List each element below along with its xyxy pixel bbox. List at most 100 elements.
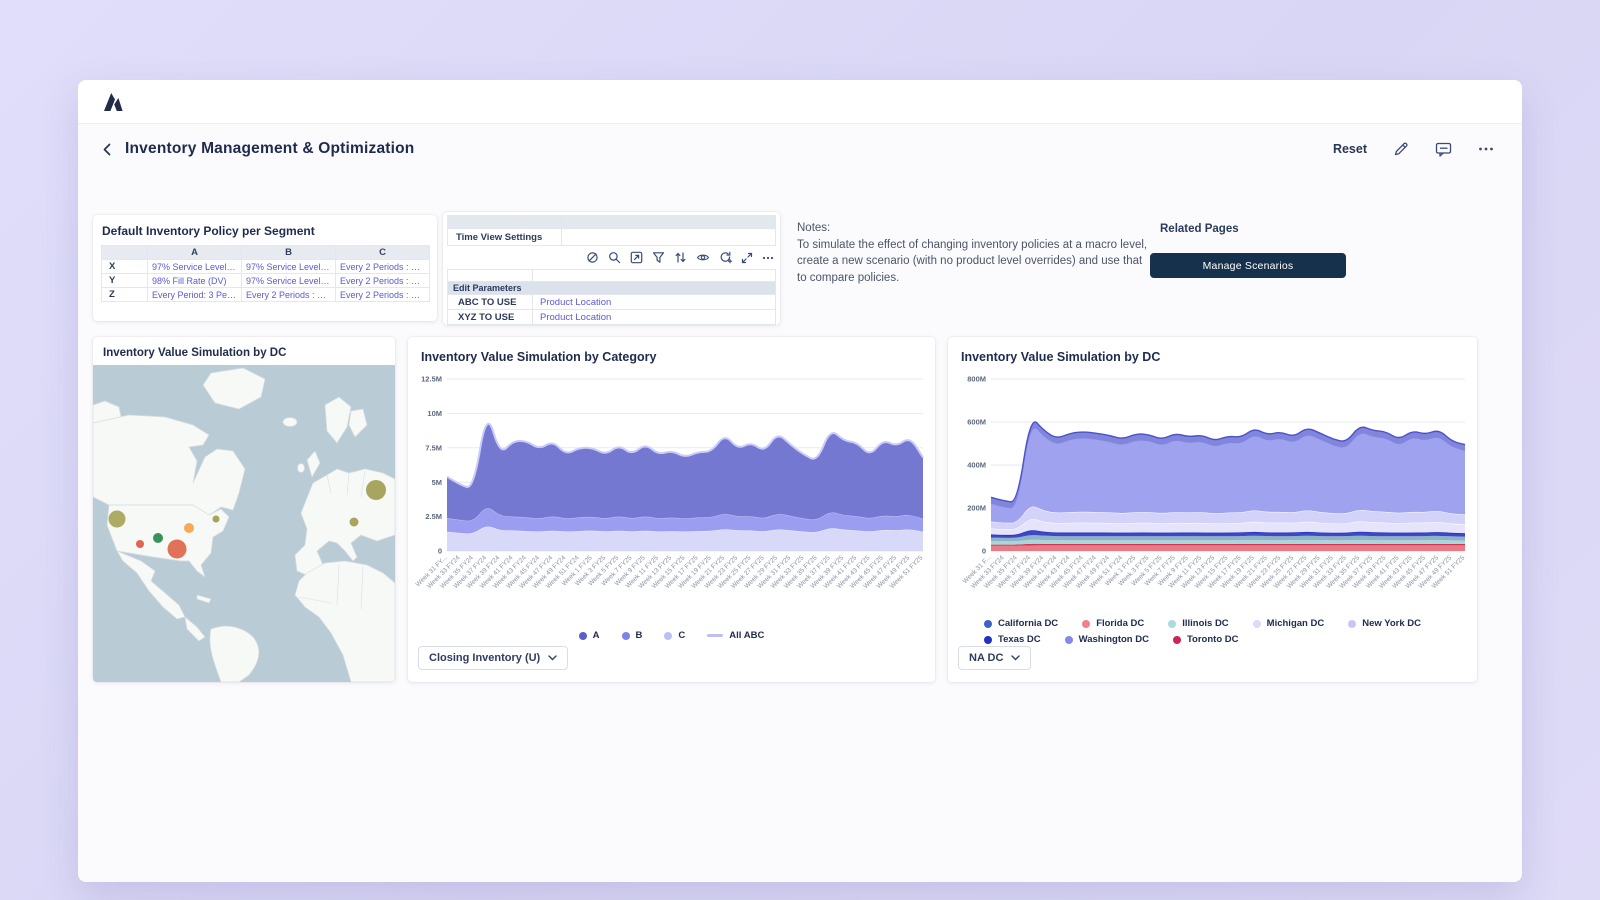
- top-bar: [78, 80, 1522, 124]
- xyz-to-use-label: XYZ TO USE: [448, 310, 534, 324]
- policy-cell[interactable]: 97% Service Level (DV): [241, 259, 336, 274]
- policy-row-label: X: [101, 259, 148, 274]
- sort-icon[interactable]: [674, 251, 687, 264]
- svg-text:2.5M: 2.5M: [425, 512, 442, 521]
- dc-bubble[interactable]: [212, 515, 220, 523]
- reset-button[interactable]: Reset: [1332, 142, 1367, 156]
- dc-chart-panel: Inventory Value Simulation by DC 0 200M 40…: [948, 337, 1477, 682]
- drill-down-icon[interactable]: [630, 251, 643, 264]
- table-row: X 97% Service Level (DV) 97% Service Lev…: [101, 259, 430, 274]
- legend-item-texas[interactable]: Texas DC: [984, 634, 1041, 645]
- legend-item-new-york[interactable]: New York DC: [1348, 618, 1421, 629]
- policy-cell[interactable]: Every 2 Periods : 4 Perio...: [335, 259, 430, 274]
- world-map: [93, 365, 395, 682]
- show-hide-icon[interactable]: [696, 251, 710, 264]
- policy-cell[interactable]: Every 2 Periods : 4 Perio...: [335, 273, 430, 288]
- dc-chart-title: Inventory Value Simulation by DC: [961, 350, 1161, 364]
- dc-bubble[interactable]: [153, 533, 163, 543]
- related-pages-title: Related Pages: [1160, 223, 1239, 235]
- chevron-down-icon: [548, 655, 557, 661]
- grid-toolbar: [586, 251, 774, 264]
- policy-col-corner: [101, 245, 148, 260]
- abc-to-use-label: ABC TO USE: [448, 295, 534, 309]
- expand-icon[interactable]: [741, 252, 753, 264]
- svg-text:800M: 800M: [967, 375, 986, 384]
- policy-cell[interactable]: Every Period: 3 Periods ...: [147, 287, 242, 302]
- legend-item-michigan[interactable]: Michigan DC: [1252, 618, 1324, 629]
- edit-parameters-label: Edit Parameters: [453, 283, 522, 293]
- measure-dropdown[interactable]: Closing Inventory (U): [418, 646, 569, 670]
- legend-item-illinois[interactable]: Illinois DC: [1168, 618, 1229, 629]
- dc-bubble[interactable]: [108, 510, 126, 528]
- abc-to-use-value[interactable]: Product Location: [540, 296, 612, 308]
- back-button[interactable]: [100, 142, 115, 157]
- dc-legend: California DC Florida DC Illinois DC Mic…: [984, 618, 1421, 650]
- policy-col-c: C: [335, 245, 430, 260]
- policy-cell[interactable]: Every 2 Periods : 4 Perio...: [241, 287, 336, 302]
- legend-item-toronto[interactable]: Toronto DC: [1172, 634, 1238, 645]
- page-header: Inventory Management & Optimization Rese…: [78, 124, 1522, 174]
- page-title: Inventory Management & Optimization: [125, 140, 415, 157]
- time-view-settings-label: Time View Settings: [448, 229, 563, 245]
- legend-item-washington[interactable]: Washington DC: [1064, 634, 1149, 645]
- filter-icon[interactable]: [652, 251, 665, 264]
- time-view-settings-value[interactable]: [562, 229, 775, 245]
- svg-text:12.5M: 12.5M: [421, 375, 442, 384]
- policy-cell[interactable]: 98% Fill Rate (DV): [147, 273, 242, 288]
- toolbar-more-icon[interactable]: [762, 256, 774, 260]
- refresh-add-icon[interactable]: [719, 251, 732, 264]
- anaplan-logo-icon: [102, 92, 124, 117]
- policy-col-a: A: [147, 245, 242, 260]
- svg-text:5M: 5M: [432, 478, 442, 487]
- policy-panel: Default Inventory Policy per Segment A B…: [93, 215, 437, 321]
- svg-text:400M: 400M: [967, 461, 986, 470]
- chevron-down-icon: [1011, 655, 1021, 661]
- policy-cell[interactable]: Every 2 Periods : 4 Perio...: [335, 287, 430, 302]
- policy-panel-title: Default Inventory Policy per Segment: [102, 224, 315, 238]
- settings-panel: Time View Settings Edit Parameters ABC T…: [443, 212, 780, 325]
- policy-cell[interactable]: 97% Service Level (DV): [147, 259, 242, 274]
- dc-bubble[interactable]: [167, 539, 187, 559]
- legend-item-c[interactable]: C: [664, 630, 685, 641]
- dc-bubble[interactable]: [136, 540, 144, 548]
- table-row: Y 98% Fill Rate (DV) 97% Service Level (…: [101, 273, 430, 288]
- table-row: Z Every Period: 3 Periods ... Every 2 Pe…: [101, 287, 430, 302]
- time-view-table: Time View Settings: [447, 215, 776, 246]
- legend-item-a[interactable]: A: [578, 630, 600, 641]
- legend-item-b[interactable]: B: [621, 630, 642, 641]
- dc-bubble[interactable]: [184, 523, 194, 533]
- policy-cell[interactable]: 97% Service Level (DV) :...: [241, 273, 336, 288]
- more-icon[interactable]: [1478, 146, 1494, 152]
- category-chart-title: Inventory Value Simulation by Category: [421, 350, 657, 364]
- svg-text:0: 0: [438, 547, 442, 556]
- policy-row-label: Y: [101, 273, 148, 288]
- search-icon[interactable]: [608, 251, 621, 264]
- legend-item-florida[interactable]: Florida DC: [1082, 618, 1144, 629]
- comment-icon[interactable]: [1435, 141, 1452, 157]
- svg-text:10M: 10M: [427, 409, 442, 418]
- policy-row-label: Z: [101, 287, 148, 302]
- svg-text:0: 0: [982, 547, 986, 556]
- edit-parameters-table: Edit Parameters ABC TO USE Product Locat…: [447, 269, 776, 325]
- conditional-format-off-icon[interactable]: [586, 251, 599, 264]
- manage-scenarios-button[interactable]: Manage Scenarios: [1150, 253, 1346, 278]
- notes-heading: Notes:: [797, 222, 831, 234]
- xyz-to-use-value[interactable]: Product Location: [540, 311, 612, 323]
- category-legend: A B C All ABC: [408, 630, 935, 641]
- notes-body: To simulate the effect of changing inven…: [797, 238, 1148, 285]
- legend-item-all-abc[interactable]: All ABC: [707, 630, 764, 641]
- edit-icon[interactable]: [1393, 141, 1409, 157]
- dc-bubble[interactable]: [349, 517, 359, 527]
- svg-text:600M: 600M: [967, 418, 986, 427]
- map-panel: Inventory Value Simulation by DC: [93, 337, 395, 682]
- svg-text:7.5M: 7.5M: [425, 443, 442, 452]
- map-panel-title: Inventory Value Simulation by DC: [103, 347, 287, 359]
- app-card: Inventory Management & Optimization Rese…: [78, 80, 1522, 882]
- legend-item-california[interactable]: California DC: [984, 618, 1058, 629]
- dc-filter-dropdown[interactable]: NA DC: [958, 646, 1032, 670]
- svg-text:200M: 200M: [967, 504, 986, 513]
- policy-col-b: B: [241, 245, 336, 260]
- dc-bubble[interactable]: [366, 480, 386, 500]
